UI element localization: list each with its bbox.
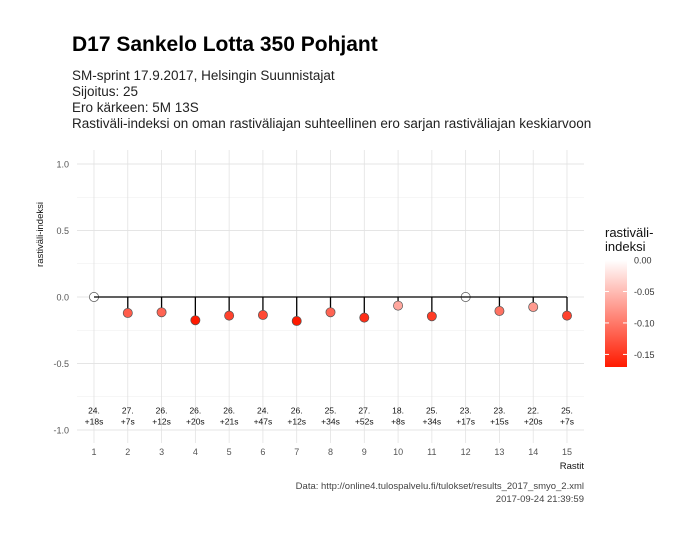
point-labels: 24.+18s27.+7s26.+12s26.+20s26.+21s24.+47… (85, 406, 574, 427)
legend-title-line-1: rastiväli- (605, 225, 654, 240)
caption-timestamp: 2017-09-24 21:39:59 (495, 494, 584, 505)
x-tick-label: 1 (91, 447, 96, 457)
legend-tick-label: 0.00 (634, 256, 652, 266)
rank-label: 24. (88, 406, 100, 416)
diff-label: +8s (391, 417, 405, 427)
rank-label: 23. (494, 406, 506, 416)
x-tick-label: 14 (528, 447, 538, 457)
rank-label: 24. (257, 406, 269, 416)
points (89, 292, 572, 326)
legend-colorbar (605, 260, 627, 367)
data-point (325, 307, 336, 318)
diff-label: +7s (121, 417, 135, 427)
x-tick-label: 9 (362, 447, 367, 457)
legend-tick-label: -0.05 (634, 287, 655, 297)
rank-label: 18. (392, 406, 404, 416)
rank-label: 22. (527, 406, 539, 416)
diff-label: +34s (321, 417, 340, 427)
rank-label: 27. (122, 406, 134, 416)
x-tick-label: 13 (494, 447, 504, 457)
y-axis-label: rastiväli-indeksi (35, 202, 46, 267)
caption-source: Data: http://online4.tulospalvelu.fi/tul… (295, 481, 584, 492)
rank-label: 26. (291, 406, 303, 416)
legend-title-line-2: indeksi (605, 239, 646, 254)
x-tick-label: 7 (294, 447, 299, 457)
rank-label: 25. (325, 406, 337, 416)
x-tick-label: 6 (260, 447, 265, 457)
data-point (528, 302, 539, 312)
diff-label: +12s (152, 417, 171, 427)
data-point (291, 315, 302, 326)
y-tick-label: 0.5 (56, 226, 69, 236)
rank-label: 27. (358, 406, 370, 416)
diff-label: +52s (355, 417, 374, 427)
diff-label: +15s (490, 417, 509, 427)
diff-label: +20s (524, 417, 543, 427)
subtitle-line-3: Ero kärkeen: 5M 13S (72, 100, 199, 115)
chart-title: D17 Sankelo Lotta 350 Pohjant (72, 33, 378, 56)
x-tick-label: 3 (159, 447, 164, 457)
x-tick-label: 12 (461, 447, 471, 457)
diff-label: +20s (186, 417, 205, 427)
subtitle-line-4: Rastiväli-indeksi on oman rastiväliajan … (72, 116, 592, 131)
rank-label: 25. (426, 406, 438, 416)
data-point (224, 310, 235, 321)
data-point (359, 312, 370, 323)
diff-label: +47s (254, 417, 273, 427)
legend-tick-label: -0.15 (634, 350, 655, 360)
rank-label: 26. (156, 406, 168, 416)
diff-label: +12s (287, 417, 306, 427)
x-axis-label: Rastit (560, 461, 585, 472)
data-point (257, 310, 268, 320)
legend-title: rastiväli- indeksi (605, 226, 653, 254)
data-point (494, 306, 505, 316)
x-tick-label: 10 (393, 447, 403, 457)
data-point (393, 300, 404, 311)
diff-label: +34s (423, 417, 442, 427)
y-tick-label: 1.0 (56, 160, 69, 170)
rank-label: 23. (460, 406, 472, 416)
rank-label: 26. (223, 406, 235, 416)
subtitle-line-2: Sijoitus: 25 (72, 84, 139, 99)
data-point (122, 308, 133, 318)
x-tick-label: 5 (227, 447, 232, 457)
diff-label: +21s (220, 417, 239, 427)
subtitle-line-1: SM-sprint 17.9.2017, Helsingin Suunnista… (72, 68, 335, 83)
x-tick-label: 4 (193, 447, 198, 457)
y-tick-label: -0.5 (53, 359, 69, 369)
diff-label: +17s (456, 417, 475, 427)
x-tick-label: 15 (562, 447, 572, 457)
x-tick-label: 11 (427, 447, 436, 457)
data-point (156, 307, 167, 318)
diff-label: +7s (560, 417, 574, 427)
data-point (190, 315, 201, 326)
legend: 0.00 -0.05 -0.10 -0.15 (605, 256, 655, 367)
diff-label: +18s (85, 417, 104, 427)
y-tick-label: 0.0 (56, 293, 69, 303)
legend-tick-label: -0.10 (634, 318, 655, 328)
x-tick-label: 8 (328, 447, 333, 457)
data-point (562, 310, 572, 321)
data-point (426, 311, 437, 322)
x-tick-label: 2 (125, 447, 130, 457)
rank-label: 26. (189, 406, 201, 416)
y-tick-label: -1.0 (53, 426, 69, 436)
axes: 1.00.50.0-0.5-1.01 2 3 4 5 6 7 8 9 10 11 12 13 14 15Ra… (35, 160, 584, 473)
rank-label: 25. (561, 406, 573, 416)
